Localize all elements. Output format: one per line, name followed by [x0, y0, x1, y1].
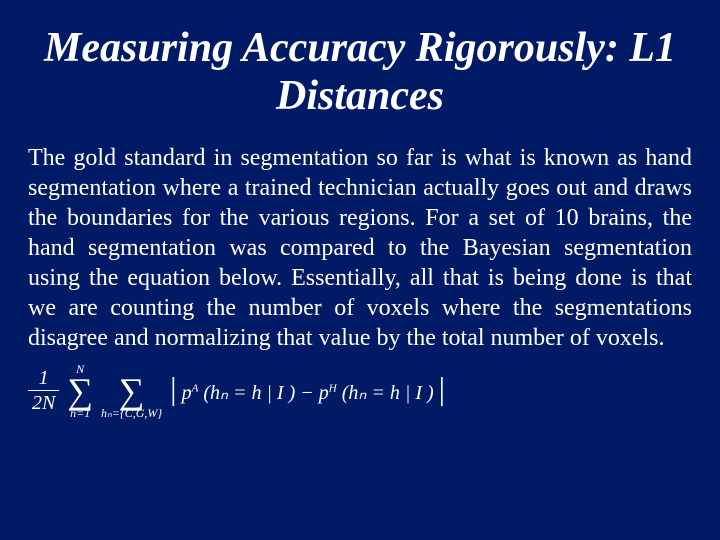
pA: p — [182, 382, 192, 404]
abs-bar-right: | — [439, 370, 445, 406]
sigma-icon: ∑ — [67, 375, 93, 407]
equation: 1 2N N ∑ n=1 ∑ hₙ={C,G,W} | pA (hₙ = h |… — [28, 363, 692, 419]
sum-inner-lower: hₙ={C,G,W} — [101, 407, 162, 419]
frac-denominator: 2N — [28, 390, 59, 413]
arg-left: (hₙ = h | I ) — [203, 382, 295, 404]
pH: p — [319, 382, 329, 404]
sum-outer-lower: n=1 — [70, 407, 90, 419]
sigma-icon: ∑ — [119, 375, 145, 407]
sum-inner: ∑ hₙ={C,G,W} — [101, 363, 162, 419]
equation-expression: | pA (hₙ = h | I ) − pH (hₙ = h | I ) | — [170, 376, 445, 405]
slide-body: The gold standard in segmentation so far… — [28, 143, 692, 353]
minus-sign: − — [300, 382, 314, 404]
frac-numerator: 1 — [35, 368, 53, 390]
slide-title: Measuring Accuracy Rigorously: L1 Distan… — [28, 24, 692, 121]
pH-sup: H — [329, 383, 337, 395]
sum-outer: N ∑ n=1 — [67, 363, 93, 419]
arg-right: (hₙ = h | I ) — [342, 382, 434, 404]
abs-bar-left: | — [170, 370, 176, 406]
pA-sup: A — [192, 383, 199, 395]
equation-fraction: 1 2N — [28, 368, 59, 413]
